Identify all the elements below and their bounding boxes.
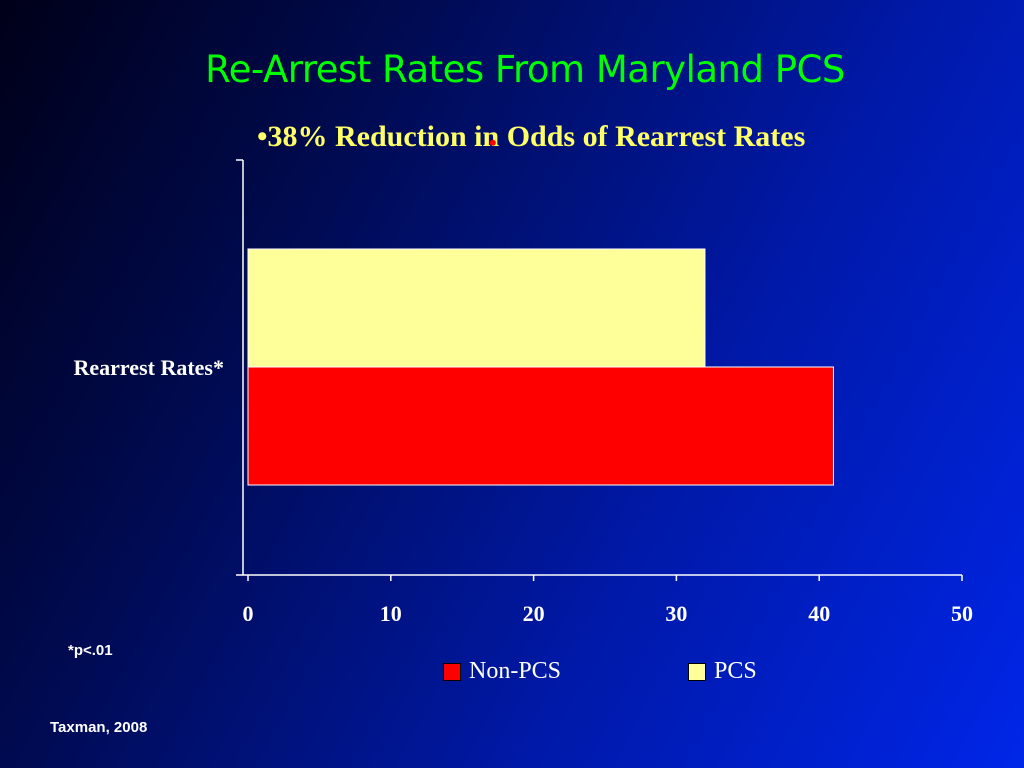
legend-label-pcs: PCS bbox=[714, 658, 757, 684]
red-dot-marker: • bbox=[489, 130, 497, 155]
legend-label-non-pcs: Non-PCS bbox=[469, 658, 562, 684]
x-tick-label-40: 40 bbox=[808, 601, 830, 626]
significance-footnote: *p<.01 bbox=[68, 642, 113, 659]
x-tick-label-0: 0 bbox=[243, 601, 254, 626]
legend-swatch-non-pcs bbox=[443, 662, 461, 681]
chart-subtitle: •38% Reduction in Odds of Rearrest Rates bbox=[257, 120, 806, 153]
category-label-0: Rearrest Rates* bbox=[74, 355, 224, 380]
legend-swatch-pcs bbox=[688, 662, 706, 681]
x-tick-label-50: 50 bbox=[951, 601, 973, 626]
bar-non-pcs bbox=[247, 366, 834, 486]
slide-title: Re-Arrest Rates From Maryland PCS bbox=[205, 48, 845, 91]
x-tick-label-20: 20 bbox=[523, 601, 545, 626]
bar-pcs bbox=[247, 248, 706, 368]
legend-item-pcs: PCS bbox=[688, 658, 757, 685]
legend-item-non-pcs: Non-PCS bbox=[443, 658, 561, 685]
bar-chart: 0 10 20 30 40 50 Rearrest Rates* bbox=[74, 248, 973, 626]
x-tick-label-10: 10 bbox=[380, 601, 402, 626]
x-tick-label-30: 30 bbox=[665, 601, 687, 626]
source-citation: Taxman, 2008 bbox=[50, 719, 148, 736]
